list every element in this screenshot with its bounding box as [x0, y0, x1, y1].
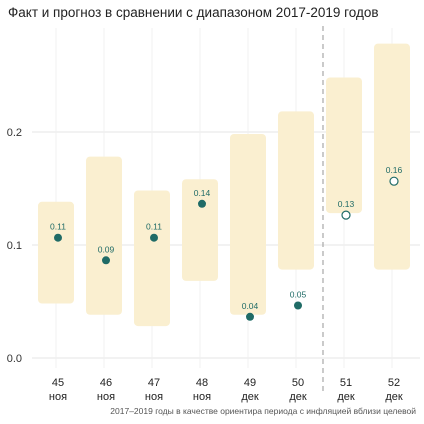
point-value-label: 0.13: [338, 199, 355, 209]
y-tick-label: 0.1: [7, 240, 22, 252]
x-tick-week: 52: [388, 377, 400, 389]
point-value-label: 0.14: [194, 188, 211, 198]
point-value-label: 0.11: [146, 222, 162, 232]
x-tick-week: 51: [340, 377, 352, 389]
range-band: [182, 179, 218, 281]
x-tick-week: 47: [148, 377, 160, 389]
actual-point: [102, 256, 110, 265]
point-value-label: 0.11: [50, 222, 66, 232]
x-tick-week: 48: [196, 377, 208, 389]
range-band: [326, 77, 362, 214]
y-tick-label: 0.2: [7, 127, 22, 139]
x-tick-month: дек: [289, 391, 307, 403]
point-value-label: 0.05: [290, 290, 307, 300]
x-tick-week: 50: [292, 377, 304, 389]
actual-point: [54, 233, 62, 242]
range-band: [38, 201, 74, 304]
forecast-point: [389, 176, 399, 186]
range-band: [86, 156, 122, 315]
actual-point: [198, 199, 206, 208]
x-tick-week: 49: [244, 377, 256, 389]
actual-point: [150, 233, 158, 242]
point-value-label: 0.04: [242, 301, 259, 311]
actual-point: [294, 301, 302, 310]
point-value-label: 0.16: [386, 165, 403, 175]
x-tick-week: 45: [52, 377, 64, 389]
actual-point: [246, 312, 254, 321]
x-tick-month: ноя: [49, 391, 67, 403]
chart-caption: 2017–2019 годы в качестве ориентира пери…: [110, 406, 416, 416]
x-tick-month: дек: [241, 391, 259, 403]
range-band: [134, 190, 170, 327]
range-band: [278, 111, 314, 270]
x-tick-month: дек: [337, 391, 355, 403]
x-tick-month: дек: [385, 391, 403, 403]
point-value-label: 0.09: [98, 244, 115, 254]
range-band: [230, 134, 266, 315]
y-tick-label: 0.0: [7, 353, 22, 365]
x-tick-month: ноя: [145, 391, 163, 403]
chart-title: Факт и прогноз в сравнении с диапазоном …: [8, 5, 379, 20]
forecast-point: [341, 210, 351, 220]
x-tick-month: ноя: [193, 391, 211, 403]
x-tick-month: ноя: [97, 391, 115, 403]
x-tick-week: 46: [100, 377, 112, 389]
range-band: [374, 43, 410, 270]
